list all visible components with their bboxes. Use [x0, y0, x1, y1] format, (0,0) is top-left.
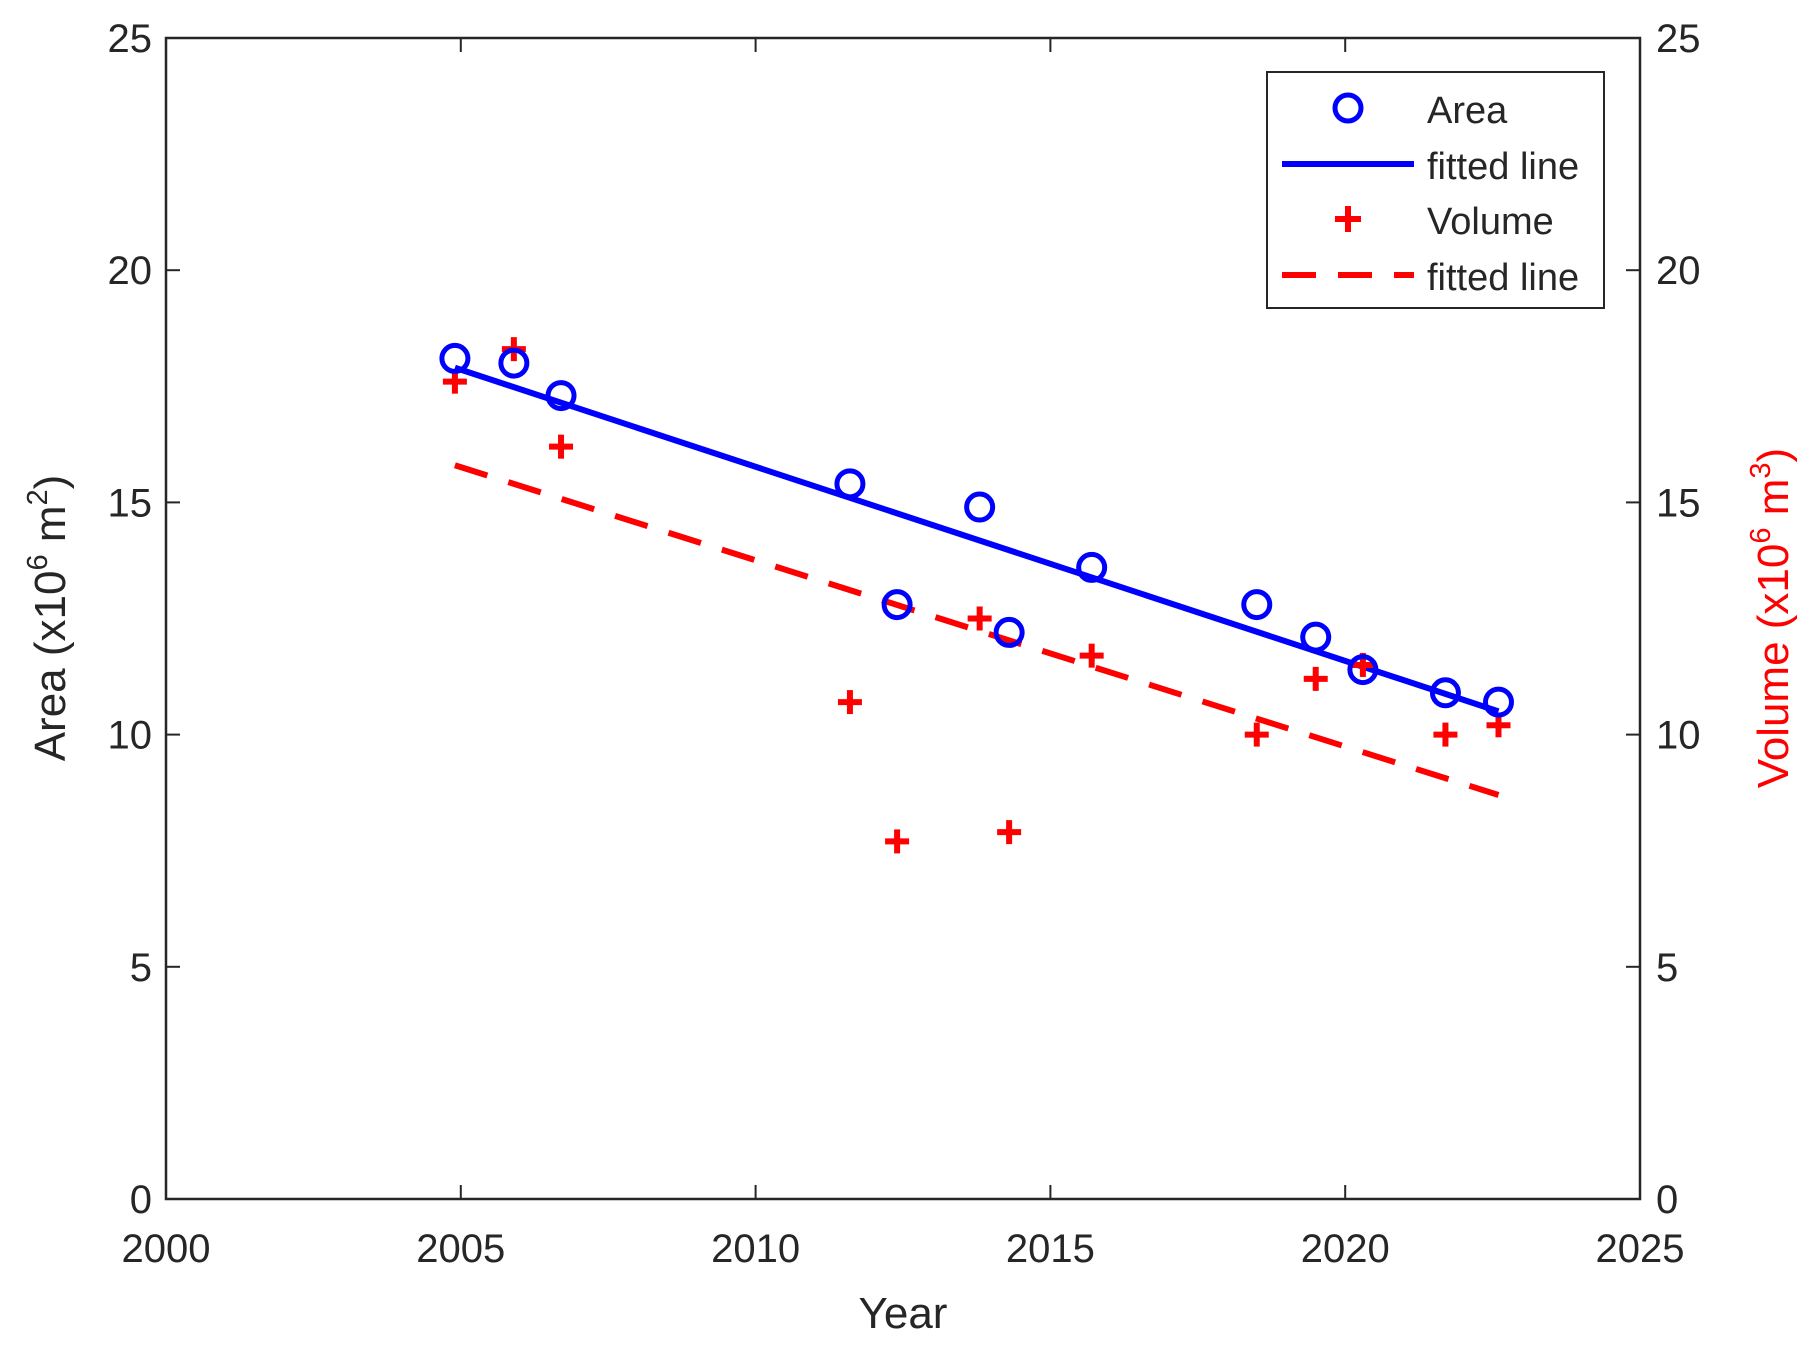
area-point — [993, 616, 1025, 648]
volume-point — [1303, 666, 1328, 691]
area-fitted-line — [453, 364, 1500, 715]
left-y-tick-label: 10 — [108, 714, 153, 758]
volume-point — [1244, 722, 1269, 747]
area-point — [1482, 686, 1514, 718]
volume-point — [549, 434, 574, 459]
left-y-tick-label: 0 — [130, 1178, 152, 1222]
area-point — [498, 347, 530, 379]
area-point — [439, 342, 471, 374]
left-y-tick-label: 20 — [108, 249, 153, 293]
x-tick-label: 2015 — [1006, 1227, 1095, 1271]
volume-point — [1079, 643, 1104, 668]
axis-ticks — [165, 37, 1641, 1200]
area-point — [881, 589, 913, 621]
right-y-tick-label: 5 — [1656, 946, 1678, 990]
legend-area-marker — [1332, 92, 1364, 124]
right-y-tick-label: 20 — [1656, 249, 1701, 293]
x-tick-labels: 2000 2005 2010 2015 2020 2025 — [122, 1227, 1685, 1271]
x-tick-label: 2020 — [1301, 1227, 1390, 1271]
area-point — [545, 380, 577, 412]
left-y-axis-label: Area (x106 m2) — [22, 475, 75, 762]
right-y-tick-label: 25 — [1656, 17, 1701, 61]
series-layer — [439, 337, 1514, 854]
right-y-tick-labels: 0 5 10 15 20 25 — [1656, 17, 1701, 1222]
right-y-axis-label: Volume (x106 m3) — [1745, 448, 1798, 788]
left-y-tick-labels: 0 5 10 15 20 25 — [108, 17, 153, 1222]
volume-point — [885, 829, 910, 854]
volume-point — [997, 820, 1022, 845]
legend-fit-dashed-label: fitted line — [1427, 257, 1579, 299]
volume-point — [967, 606, 992, 631]
right-y-tick-label: 15 — [1656, 481, 1701, 525]
volume-point — [1433, 722, 1458, 747]
legend-fit-solid-label: fitted line — [1427, 146, 1579, 188]
left-y-tick-label: 25 — [108, 17, 153, 61]
area-point — [1300, 621, 1332, 653]
x-tick-label: 2010 — [711, 1227, 800, 1271]
x-tick-label: 2005 — [416, 1227, 505, 1271]
left-y-tick-label: 15 — [108, 481, 153, 525]
legend-volume-marker — [1335, 206, 1361, 232]
legend-box — [1266, 71, 1605, 309]
left-y-tick-label: 5 — [130, 946, 152, 990]
area-point — [1076, 551, 1108, 583]
x-axis-label: Year — [859, 1289, 948, 1338]
volume-point — [837, 690, 862, 715]
x-tick-label: 2025 — [1596, 1227, 1685, 1271]
legend: Area fitted line Volume fitted line — [1266, 71, 1605, 309]
right-y-tick-label: 0 — [1656, 1178, 1678, 1222]
area-point — [1429, 677, 1461, 709]
legend-area-label: Area — [1427, 90, 1508, 132]
x-tick-label: 2000 — [122, 1227, 211, 1271]
volume-fitted-line — [454, 462, 1500, 798]
area-point — [964, 491, 996, 523]
area-point — [1347, 654, 1379, 686]
right-y-tick-label: 10 — [1656, 714, 1701, 758]
area-point — [834, 468, 866, 500]
legend-volume-label: Volume — [1427, 201, 1554, 243]
area-point — [1241, 589, 1273, 621]
